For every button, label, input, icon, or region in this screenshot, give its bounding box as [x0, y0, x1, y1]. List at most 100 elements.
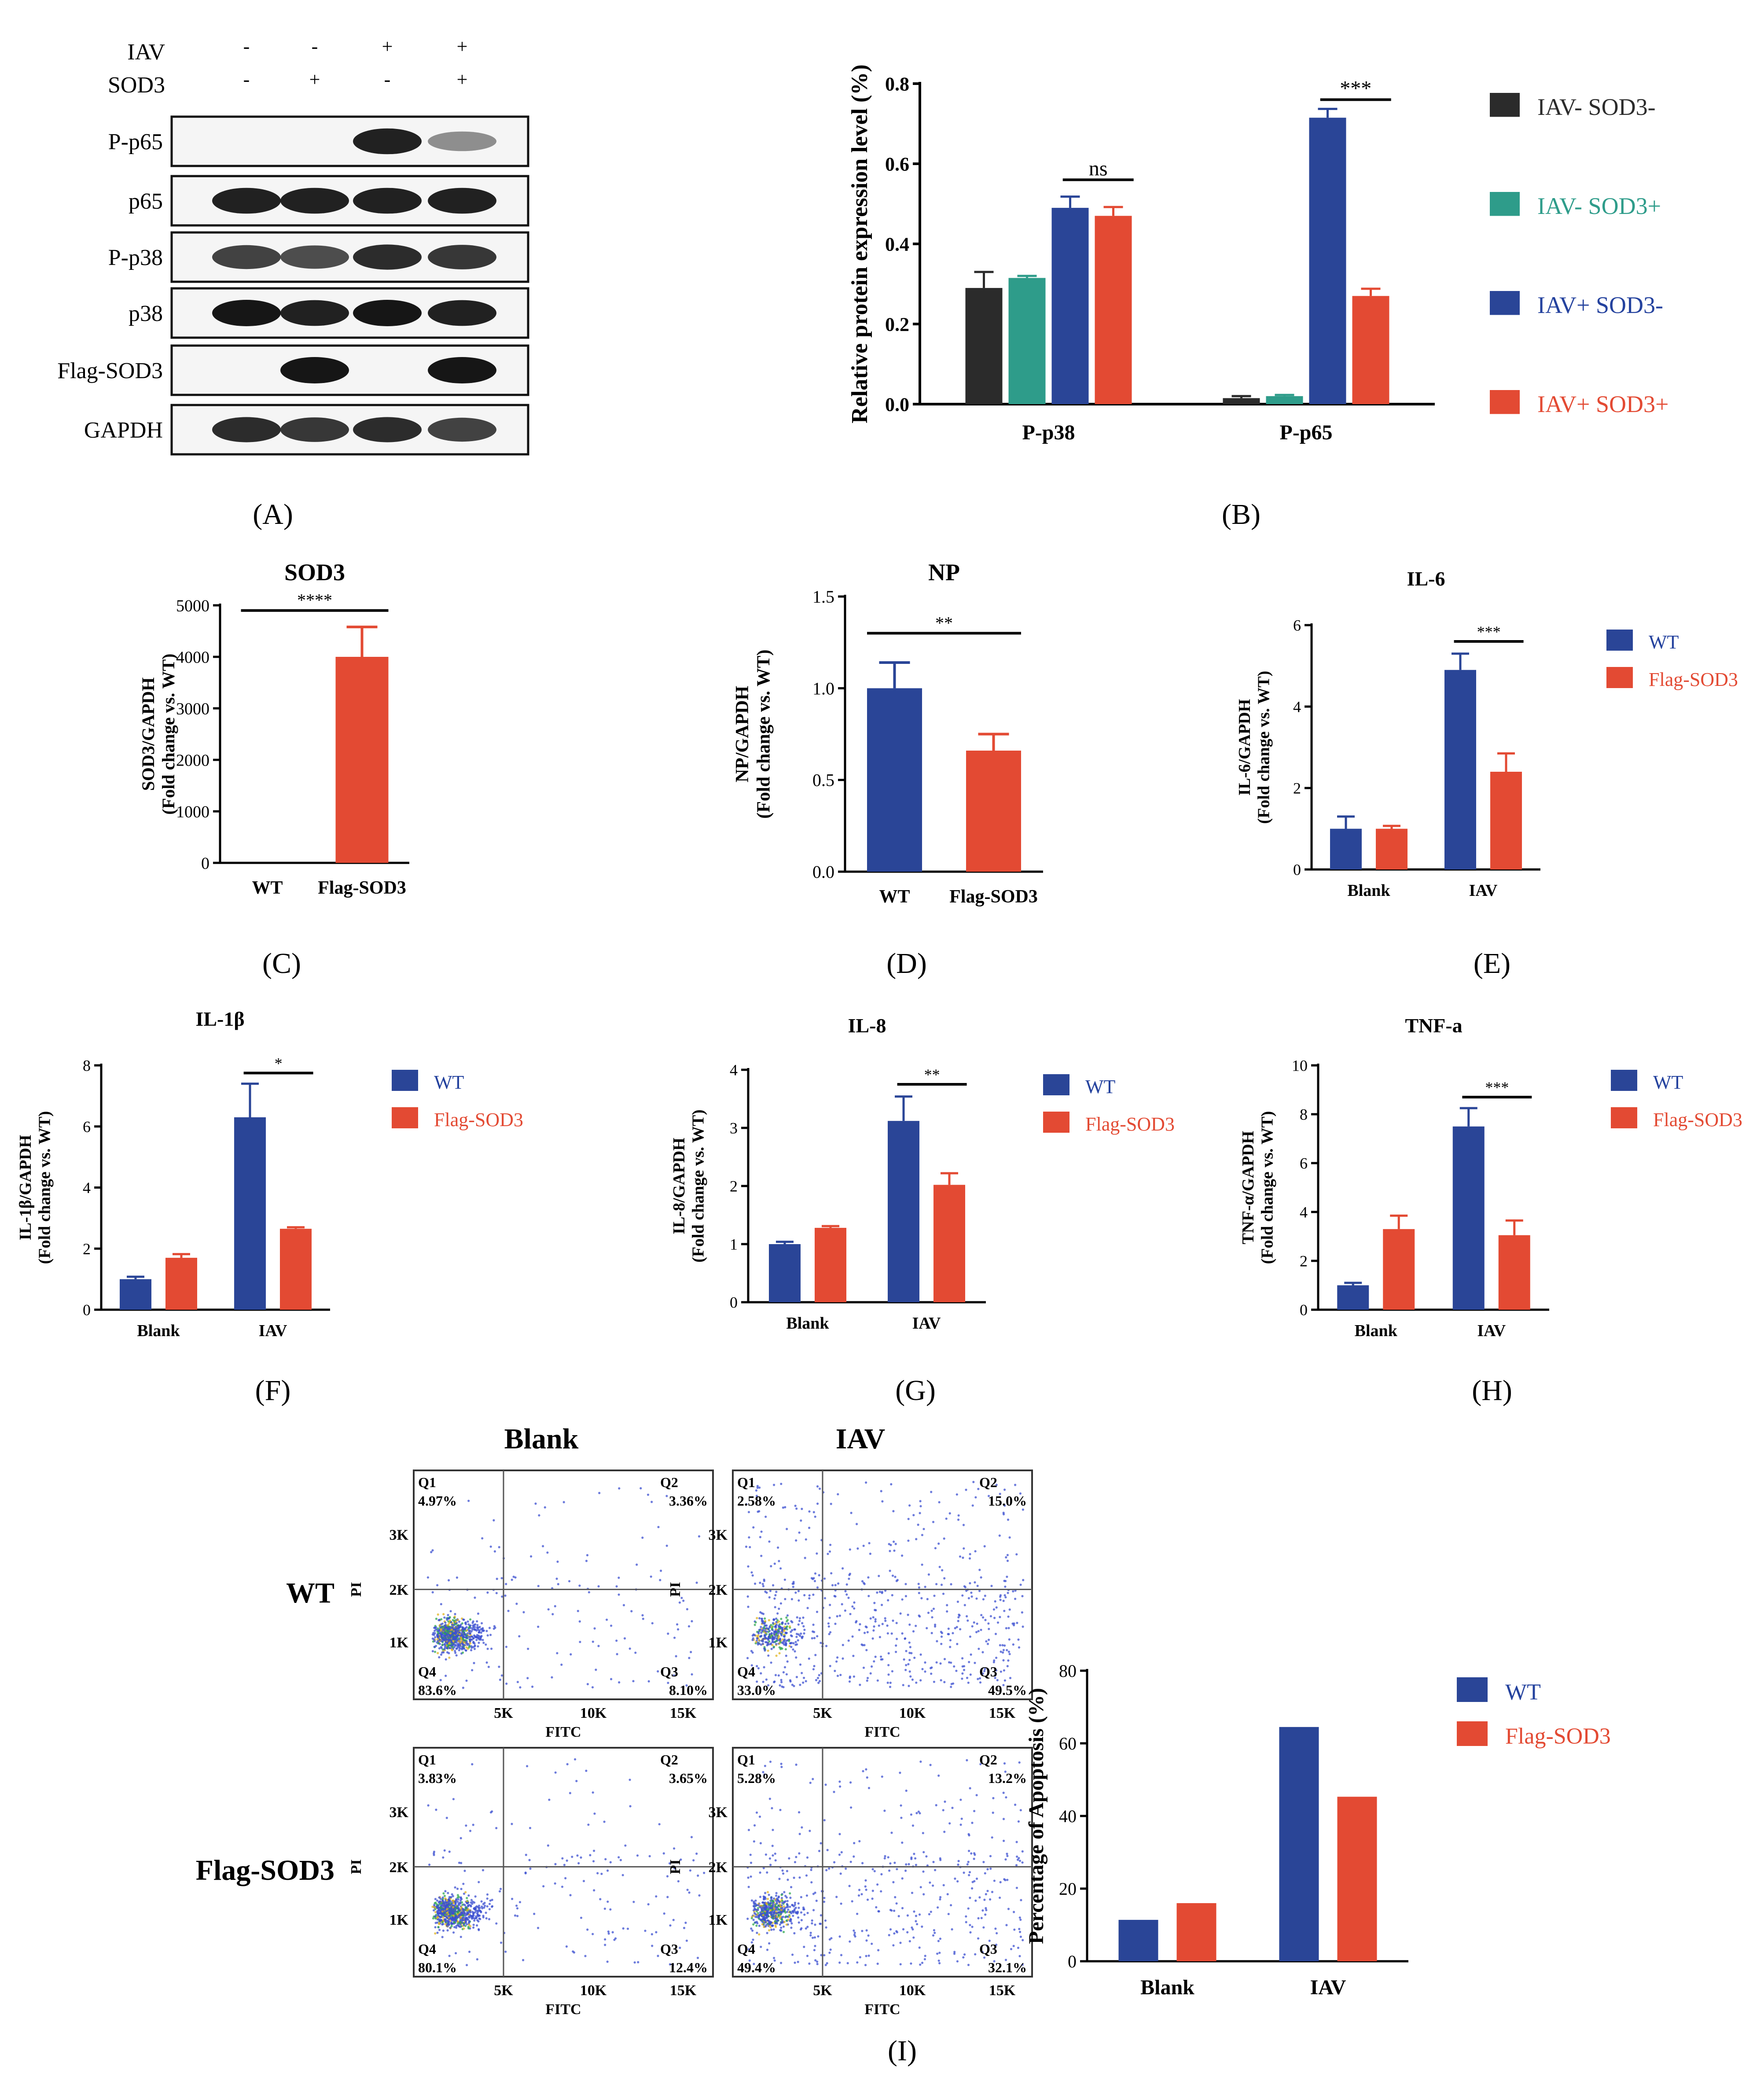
panel-i-flow-event	[985, 1907, 987, 1909]
panel-i-flow-event	[771, 1632, 773, 1634]
panel-i-flow-event	[814, 1892, 816, 1894]
panel-i-flow-event	[444, 1906, 446, 1908]
panel-i-flow-event	[782, 1627, 784, 1629]
panel-i-flow-event	[473, 1924, 475, 1926]
panel-i-flow-event	[828, 1867, 830, 1870]
panel-a-blot-band	[212, 300, 281, 326]
panel-i-flow-event	[871, 1943, 873, 1945]
panel-i-flow-event	[489, 1900, 492, 1902]
panel-i-flow-event	[861, 1930, 863, 1932]
panel-i-flow-event	[1007, 1627, 1010, 1629]
panel-i-flow-event	[814, 1573, 816, 1575]
panel-i-y-tick-label: 3K	[390, 1805, 409, 1821]
panel-i-flow-event	[447, 1920, 449, 1923]
panel-i-flow-event	[789, 1916, 791, 1918]
panel-i-flow-event	[918, 1583, 920, 1585]
panel-i-flow-event	[793, 1685, 795, 1687]
panel-i-flow-event	[921, 1668, 923, 1670]
panel-i-flow-event	[892, 1510, 894, 1512]
panel-i-flow-event	[756, 1812, 758, 1814]
panel-i-flow-event	[888, 1543, 890, 1545]
panel-i-quadrant-value: 8.10%	[669, 1682, 708, 1698]
panel-i-x-tick-label: 10K	[899, 1982, 926, 1999]
panel-i-flow-event	[880, 1873, 882, 1875]
panel-i-flow-event	[946, 1604, 948, 1606]
panel-i-flow-event	[856, 1913, 858, 1915]
panel-i-flow-event	[985, 1909, 987, 1911]
panel-i-flow-event	[564, 1877, 566, 1879]
panel-i-flow-event	[912, 1824, 914, 1827]
panel-i-flow-event	[517, 1681, 519, 1683]
panel-i-flow-event	[896, 1622, 898, 1624]
panel-i-flow-event	[780, 1962, 782, 1964]
panel-e-legend-swatch	[1606, 667, 1633, 688]
panel-i-flow-event	[920, 1654, 922, 1656]
panel-i-flow-event	[783, 1931, 785, 1933]
panel-i-flow-event	[922, 1832, 924, 1834]
panel-i-flow-event	[1008, 1650, 1010, 1653]
panel-i-flow-event	[476, 1626, 478, 1628]
panel-e-legend-label: WT	[1649, 631, 1679, 653]
panel-i-flow-event	[999, 1644, 1001, 1646]
panel-i-flow-event	[447, 1913, 449, 1915]
panel-i-flow-event	[958, 1860, 960, 1862]
panel-i-flow-event	[953, 1951, 956, 1953]
panel-i-flow-event	[940, 1643, 942, 1645]
panel-i-flow-event	[511, 1898, 513, 1900]
panel-i-flow-event	[816, 1586, 819, 1588]
panel-i-flow-event	[1007, 1518, 1009, 1521]
panel-i-flow-event	[863, 1545, 865, 1547]
panel-i-flow-event	[954, 1878, 956, 1880]
panel-i-flow-event	[547, 1845, 549, 1847]
panel-i-flow-event	[462, 1638, 464, 1640]
panel-i-flow-event	[530, 1555, 532, 1558]
panel-i-flow-event	[775, 1892, 778, 1894]
panel-i-flow-event	[927, 1612, 930, 1614]
panel-i-flow-event	[647, 1494, 649, 1496]
panel-i-flow-event	[787, 1906, 789, 1908]
panel-i-flow-event	[918, 1614, 920, 1617]
panel-i-flow-event	[755, 1904, 757, 1906]
panel-i-flow-event	[745, 1546, 747, 1548]
panel-g-y-axis-label: IL-8/GAPDH	[670, 1138, 688, 1234]
panel-i-flow-event	[434, 1926, 437, 1928]
panel-i-flow-event	[773, 1634, 775, 1636]
panel-b-x-tick-label: P-p38	[1022, 421, 1075, 444]
panel-i-flow-event	[879, 1591, 881, 1593]
panel-i-flow-event	[842, 1657, 844, 1660]
panel-i-flow-event	[875, 1618, 877, 1621]
panel-i-flow-event	[470, 1901, 472, 1904]
panel-i-flow-event	[624, 1845, 626, 1847]
panel-i-flow-event	[803, 1629, 805, 1631]
panel-i-flow-event	[430, 1551, 432, 1553]
panel-i-flow-event	[962, 1557, 964, 1559]
panel-i-flow-event	[755, 1621, 757, 1624]
panel-i-flow-event	[516, 1907, 518, 1909]
panel-i-flow-event	[757, 1510, 759, 1513]
panel-i-flow-event	[753, 1919, 755, 1921]
panel-i-flow-event	[436, 1932, 438, 1934]
panel-i-flow-event	[833, 1861, 835, 1864]
panel-i-flow-event	[467, 1927, 470, 1930]
panel-i-flow-event	[814, 1654, 816, 1656]
panel-i-flow-event	[457, 1619, 459, 1621]
panel-i-flow-event	[455, 1917, 457, 1919]
panel-i-flow-event	[904, 1870, 907, 1872]
panel-i-flow-event	[527, 1648, 529, 1650]
panel-i-flow-event	[1015, 1864, 1018, 1866]
panel-label-a: (A)	[253, 498, 293, 530]
panel-i-flow-event	[459, 1909, 461, 1912]
panel-i-flow-event	[961, 1595, 963, 1597]
panel-i-flow-event	[456, 1646, 459, 1648]
panel-i-flow-event	[1019, 1931, 1021, 1933]
panel-i-flow-event	[979, 1681, 981, 1683]
panel-i-flow-event	[1004, 1680, 1006, 1682]
panel-b-legend-label: IAV- SOD3+	[1537, 193, 1661, 219]
panel-i-flow-event	[772, 1917, 774, 1919]
panel-i-flow-event	[772, 1904, 774, 1906]
panel-i-flow-event	[896, 1902, 898, 1904]
panel-i-flow-event	[1003, 1792, 1005, 1794]
panel-i-flow-event	[937, 1906, 939, 1908]
panel-i-flow-event	[790, 1646, 792, 1648]
panel-i-flow-event	[793, 1581, 795, 1583]
